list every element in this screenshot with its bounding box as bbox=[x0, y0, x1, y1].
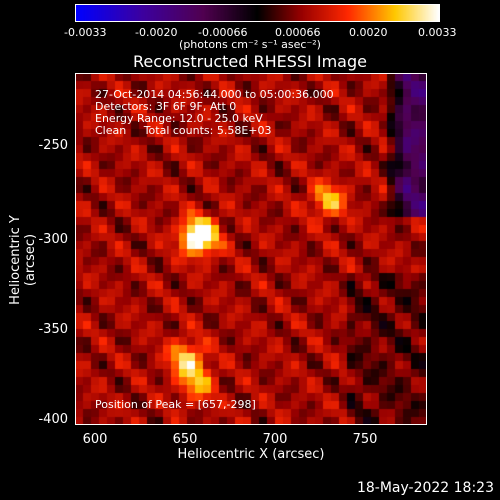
x-tick-label: 700 bbox=[262, 432, 288, 447]
x-tick-label: 600 bbox=[82, 432, 108, 447]
chart-title: Reconstructed RHESSI Image bbox=[133, 52, 367, 71]
colorbar-tick: -0.0033 bbox=[64, 26, 107, 39]
colorbar-unit: (photons cm⁻² s⁻¹ asec⁻²) bbox=[179, 38, 321, 51]
annotation-total-counts: Clean Total counts: 5.58E+03 bbox=[95, 124, 272, 137]
annotation-energy-range: Energy Range: 12.0 - 25.0 keV bbox=[95, 112, 263, 125]
x-tick-label: 750 bbox=[352, 432, 378, 447]
colorbar-tick: -0.0020 bbox=[135, 26, 178, 39]
colorbar-tick: -0.00066 bbox=[198, 26, 248, 39]
y-tick-label: -300 bbox=[38, 232, 68, 247]
y-tick-label: -250 bbox=[38, 138, 68, 153]
x-tick-label: 650 bbox=[172, 432, 198, 447]
y-axis-label: Heliocentric Y (arcsec) bbox=[8, 215, 38, 305]
peak-position-label: Position of Peak = [657,-298] bbox=[95, 398, 256, 411]
annotation-time-range: 27-Oct-2014 04:56:44.000 to 05:00:36.000 bbox=[95, 88, 334, 101]
colorbar-tick: 0.00066 bbox=[275, 26, 321, 39]
heatmap-image bbox=[75, 73, 427, 425]
y-tick-label: -350 bbox=[38, 322, 68, 337]
annotation-detectors: Detectors: 3F 6F 9F, Att 0 bbox=[95, 100, 237, 113]
y-tick-label: -400 bbox=[38, 412, 68, 427]
colorbar bbox=[75, 4, 440, 22]
x-axis-label: Heliocentric X (arcsec) bbox=[177, 447, 325, 462]
colorbar-tick: 0.0020 bbox=[349, 26, 388, 39]
timestamp: 18-May-2022 18:23 bbox=[356, 480, 494, 496]
colorbar-tick: 0.0033 bbox=[418, 26, 457, 39]
